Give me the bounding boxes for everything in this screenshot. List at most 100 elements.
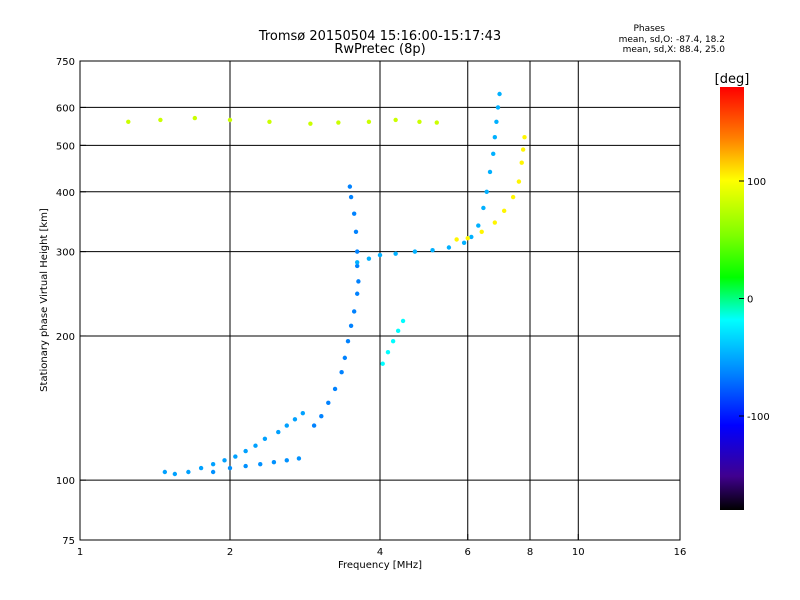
- data-point: [162, 469, 168, 475]
- data-point: [400, 318, 406, 324]
- colorbar-tick-label: -100: [747, 412, 770, 423]
- data-point: [276, 429, 281, 435]
- data-point: [487, 169, 493, 175]
- y-tick-label: 500: [56, 141, 75, 152]
- data-point: [354, 263, 360, 269]
- data-point: [454, 237, 459, 242]
- data-point: [491, 151, 496, 157]
- data-point: [354, 249, 360, 254]
- data-point: [393, 251, 398, 256]
- data-point: [510, 194, 516, 200]
- data-point: [516, 179, 522, 184]
- legend-line-x: mean, sd,X: 88.4, 25.0: [623, 45, 726, 55]
- x-tick-label: 1: [77, 547, 83, 558]
- data-point: [385, 349, 391, 355]
- data-point: [292, 417, 298, 422]
- data-point: [522, 134, 527, 140]
- data-point: [354, 291, 360, 296]
- data-point: [284, 458, 289, 463]
- data-point: [347, 184, 353, 189]
- data-point: [158, 117, 163, 123]
- data-point: [326, 400, 331, 406]
- data-point: [262, 436, 268, 441]
- data-point: [461, 240, 467, 245]
- data-point: [366, 256, 372, 261]
- data-point: [519, 160, 524, 165]
- data-point: [356, 279, 361, 284]
- data-point: [417, 119, 422, 124]
- colorbar-label: [deg]: [715, 72, 750, 87]
- data-point: [377, 252, 383, 258]
- data-point: [501, 208, 507, 214]
- data-point: [476, 223, 481, 228]
- x-tick-label: 4: [377, 547, 383, 558]
- data-point: [351, 211, 357, 216]
- data-point: [227, 465, 233, 471]
- data-point: [267, 119, 272, 124]
- data-points: [126, 91, 527, 477]
- y-tick-label: 750: [56, 57, 75, 68]
- y-axis-label: Stationary phase Virtual Height [km]: [39, 208, 50, 392]
- y-tick-label: 100: [56, 476, 75, 487]
- data-point: [390, 339, 396, 344]
- data-point: [342, 355, 348, 361]
- x-tick-label: 10: [572, 547, 585, 558]
- legend-line-o: mean, sd,O: -87.4, 18.2: [619, 35, 725, 45]
- data-point: [311, 423, 317, 428]
- x-tick-label: 2: [227, 547, 233, 558]
- data-point: [243, 448, 248, 454]
- data-point: [198, 465, 204, 471]
- data-point: [446, 245, 452, 250]
- data-point: [484, 189, 489, 194]
- y-tick-label: 75: [62, 536, 75, 547]
- data-point: [308, 121, 313, 126]
- y-tick-label: 200: [56, 332, 75, 343]
- data-point: [243, 463, 248, 469]
- data-point: [366, 119, 372, 124]
- data-point: [192, 115, 198, 121]
- data-point: [233, 454, 238, 459]
- data-point: [430, 248, 435, 253]
- data-point: [353, 229, 359, 234]
- y-tick-label: 400: [56, 188, 75, 199]
- data-point: [465, 235, 470, 241]
- data-point: [284, 423, 289, 428]
- data-point: [434, 120, 439, 125]
- data-point: [354, 260, 360, 265]
- data-point: [469, 234, 474, 240]
- data-point: [345, 339, 351, 344]
- data-point: [395, 328, 401, 334]
- y-tick-label: 300: [56, 248, 75, 259]
- data-point: [210, 461, 216, 467]
- data-point: [300, 410, 306, 416]
- grid: [80, 61, 680, 540]
- data-point: [393, 117, 398, 123]
- data-point: [497, 91, 502, 97]
- data-point: [495, 105, 501, 110]
- axis-ticks: 1 2 4 6 8 10 16 75 100 200 300 400 500 600 750: [56, 57, 686, 558]
- data-point: [186, 469, 191, 475]
- data-point: [494, 119, 499, 124]
- data-point: [210, 469, 216, 475]
- data-point: [492, 220, 498, 225]
- chart-title: Tromsø 20150504 15:16:00-15:17:43: [258, 29, 501, 44]
- data-point: [258, 461, 263, 467]
- data-point: [253, 443, 258, 448]
- colorbar-tick-label: 0: [747, 295, 753, 306]
- data-point: [172, 471, 178, 477]
- x-axis-label: Frequency [MHz]: [338, 560, 422, 571]
- data-point: [481, 205, 486, 211]
- data-point: [336, 120, 341, 125]
- data-point: [271, 460, 277, 465]
- legend-title: Phases: [633, 24, 665, 34]
- data-point: [520, 147, 526, 152]
- data-point: [348, 323, 354, 329]
- x-tick-label: 6: [465, 547, 471, 558]
- data-point: [412, 249, 418, 254]
- data-point: [222, 458, 227, 463]
- data-point: [479, 229, 484, 234]
- data-point: [348, 194, 354, 200]
- colorbar-tick-label: 100: [747, 177, 766, 188]
- data-point: [492, 134, 498, 140]
